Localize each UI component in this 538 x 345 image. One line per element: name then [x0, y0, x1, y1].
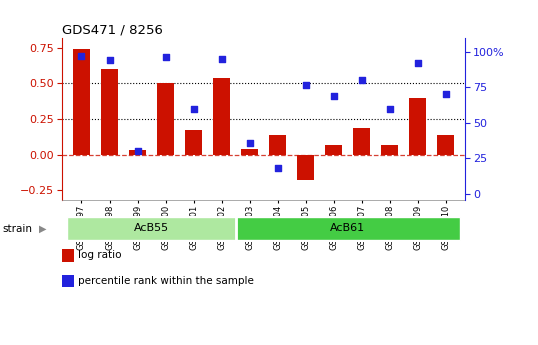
Text: ▶: ▶ [39, 224, 46, 234]
Bar [297, 155, 314, 180]
Bar [67, 217, 236, 240]
Bar [236, 217, 460, 240]
Point [245, 140, 254, 146]
Text: strain: strain [3, 224, 33, 234]
Point [77, 53, 86, 59]
Bar [381, 145, 398, 155]
Bar [73, 49, 90, 155]
Bar [101, 69, 118, 155]
Point [442, 92, 450, 97]
Bar [325, 145, 342, 155]
Point [105, 58, 114, 63]
Bar [409, 98, 426, 155]
Point [133, 149, 142, 154]
Text: log ratio: log ratio [78, 250, 122, 260]
Bar [213, 78, 230, 155]
Point [329, 93, 338, 99]
Text: percentile rank within the sample: percentile rank within the sample [78, 276, 254, 286]
Point [161, 55, 170, 60]
Point [357, 78, 366, 83]
Point [413, 60, 422, 66]
Point [301, 82, 310, 87]
Text: GDS471 / 8256: GDS471 / 8256 [62, 24, 162, 37]
Bar [353, 128, 370, 155]
Point [273, 166, 282, 171]
Point [217, 56, 226, 62]
Bar [157, 83, 174, 155]
Point [189, 106, 198, 111]
Point [385, 106, 394, 111]
Bar [129, 150, 146, 155]
Bar [241, 149, 258, 155]
Bar [185, 130, 202, 155]
Bar [269, 135, 286, 155]
Bar [437, 135, 454, 155]
Text: AcB55: AcB55 [134, 223, 169, 233]
Text: AcB61: AcB61 [330, 223, 365, 233]
